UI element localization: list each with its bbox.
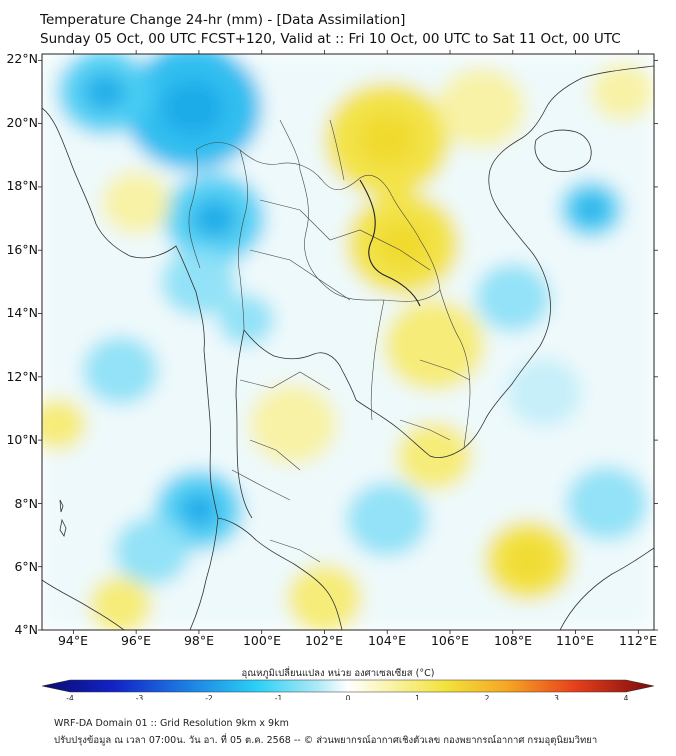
lon-label: 112°E	[619, 633, 657, 648]
chart-title: Temperature Change 24-hr (mm) - [Data As…	[40, 12, 406, 28]
coast-gulf-north	[243, 329, 357, 401]
colorbar-title: อุณหภูมิเปลี่ยนแปลง หน่วย องศาเซลเซียส (…	[241, 668, 435, 679]
field-anomaly-blob	[437, 67, 526, 148]
coast-sumatra	[42, 579, 125, 630]
coast-malay-east	[217, 517, 343, 630]
lon-label: 94°E	[58, 633, 88, 648]
field-anomaly-blob	[286, 564, 363, 630]
field-anomaly-core	[508, 542, 549, 579]
field-anomaly-core	[377, 221, 429, 267]
colorbar-tick: -3	[136, 694, 144, 700]
field-anomaly-core	[577, 196, 606, 222]
coast-vietnam	[355, 65, 654, 458]
field-anomaly-blob	[101, 171, 171, 235]
lat-label: 22°N	[6, 51, 38, 66]
coast-malay-west	[189, 517, 219, 630]
field-anomaly-core	[83, 72, 126, 111]
lat-label: 12°N	[6, 369, 38, 384]
lat-label: 10°N	[6, 432, 38, 447]
field-anomaly-blob	[506, 358, 582, 427]
lon-label: 96°E	[121, 633, 151, 648]
colorbar-tick: 4	[624, 694, 629, 700]
lat-label: 6°N	[14, 559, 38, 574]
lat-label: 18°N	[6, 178, 38, 193]
lat-label: 4°N	[14, 622, 38, 637]
coast-myanmar	[42, 107, 219, 519]
field-anomaly-blob	[346, 482, 429, 557]
lat-label: 14°N	[6, 305, 38, 320]
colorbar-tick: -4	[66, 694, 74, 700]
field-anomaly-core	[161, 79, 224, 136]
andaman-islands	[59, 518, 67, 537]
field-anomaly-blob	[396, 421, 472, 491]
colorbar-gradient	[41, 679, 655, 693]
field-anomaly-core	[179, 492, 219, 528]
colorbar-tick: -1	[275, 694, 283, 700]
footer-model-info: WRF-DA Domain 01 :: Grid Resolution 9km …	[54, 718, 289, 729]
coast-hainan	[534, 129, 592, 172]
field-anomaly-blob	[384, 299, 485, 391]
lon-label: 98°E	[184, 633, 214, 648]
lon-label: 102°E	[305, 633, 343, 648]
colorbar-ticks: -4 -3 -2 -1 0 1 2 3 4	[66, 694, 628, 700]
footer-credit: ปรับปรุงข้อมูล ณ เวลา 07:00น. วัน อา. ที…	[54, 735, 598, 746]
field-anomaly-core	[358, 114, 416, 165]
chart-subtitle: Sunday 05 Oct, 00 UTC FCST+120, Valid at…	[40, 31, 621, 47]
field-anomaly-blob	[566, 466, 648, 541]
lon-label: 108°E	[494, 633, 532, 648]
coast-gulf-west	[235, 329, 253, 519]
lon-label: 106°E	[431, 633, 469, 648]
lon-label: 104°E	[368, 633, 406, 648]
map-figure: 22°N 20°N 18°N 16°N 14°N 12°N 10°N 8°N 6…	[6, 50, 658, 700]
field-anomaly-blob	[161, 247, 237, 317]
colorbar-tick: 0	[346, 694, 351, 700]
latitude-labels: 22°N 20°N 18°N 16°N 14°N 12°N 10°N 8°N 6…	[6, 51, 38, 637]
coastlines	[42, 65, 654, 630]
field-anomaly-blob	[591, 63, 654, 121]
colorbar-tick: 2	[485, 694, 490, 700]
map-frame	[41, 53, 655, 631]
lon-label: 110°E	[556, 633, 594, 648]
lat-label: 8°N	[14, 496, 38, 511]
field-anomaly-blob	[89, 576, 152, 630]
lat-label: 20°N	[6, 115, 38, 130]
field-anomaly-blob	[114, 516, 190, 586]
lat-label: 16°N	[6, 242, 38, 257]
field-anomaly-blob	[217, 294, 275, 346]
lon-label: 100°E	[243, 633, 281, 648]
coast-borneo	[559, 547, 654, 630]
colorbar-tick: 3	[554, 694, 559, 700]
longitude-labels: 94°E 96°E 98°E 100°E 102°E 104°E 106°E 1…	[58, 633, 657, 648]
axis-ticks	[38, 50, 658, 634]
field-anomaly-blob	[249, 384, 338, 465]
colorbar-tick: 1	[415, 694, 420, 700]
colorbar-tick: -2	[205, 694, 213, 700]
field-anomaly-blob	[42, 398, 86, 450]
field-anomaly-core	[192, 198, 238, 239]
colorbar	[41, 679, 655, 693]
field-anomaly-blob	[82, 336, 159, 405]
temperature-field	[42, 54, 654, 630]
provincial-borders	[188, 119, 471, 563]
field-anomaly-blob	[475, 263, 551, 332]
